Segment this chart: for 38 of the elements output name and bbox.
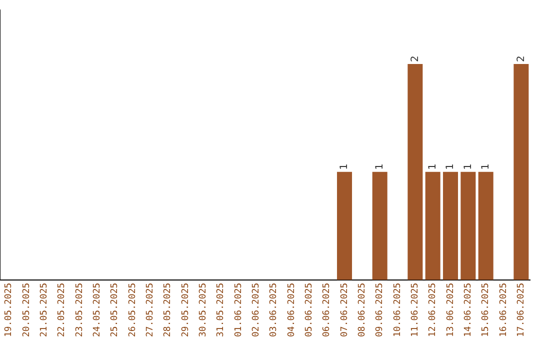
x-tick-label: 06.06.2025 [322,282,332,338]
x-tick-label: 11.06.2025 [410,282,421,338]
x-tick-label: 16.06.2025 [498,282,509,338]
x-tick-label: 24.05.2025 [92,282,103,338]
x-tick-label: 03.06.2025 [269,282,280,338]
data-label: 1 [427,164,438,170]
x-tick-label: 19.05.2025 [4,282,14,338]
x-tick-label: 07.06.2025 [340,282,350,338]
x-tick-label: 04.06.2025 [286,282,297,338]
x-tick-label: 10.06.2025 [392,282,403,338]
x-tick-label: 01.06.2025 [234,282,244,338]
x-tick-label: 30.05.2025 [198,282,209,338]
data-label: 1 [480,164,492,170]
x-tick-label: 15.06.2025 [481,282,492,338]
x-tick-label: 31.05.2025 [216,282,226,338]
data-label: 1 [374,164,386,170]
x-tick-label: 29.05.2025 [180,282,191,338]
data-label: 1 [445,164,456,170]
data-label: 2 [410,56,421,62]
x-tick-label: 09.06.2025 [375,282,386,338]
x-tick-label: 05.06.2025 [304,282,315,338]
data-label: 1 [339,164,350,170]
x-tick-label: 22.05.2025 [57,282,68,338]
x-tick-label: 17.06.2025 [516,282,527,338]
x-tick-label: 02.06.2025 [252,282,262,338]
x-tick-label: 21.05.2025 [40,282,50,338]
x-tick-label: 23.05.2025 [74,282,85,338]
x-tick-label: 27.05.2025 [146,282,156,338]
data-label: 1 [462,164,474,170]
x-tick-label: 25.05.2025 [110,282,120,338]
x-tick-label: 13.06.2025 [446,282,456,338]
x-tick-label: 20.05.2025 [22,282,32,338]
x-tick-label: 12.06.2025 [428,282,438,338]
x-tick-label: 14.06.2025 [464,282,474,338]
data-label: 2 [516,56,527,62]
x-tick-label: 26.05.2025 [128,282,138,338]
x-tick-label: 08.06.2025 [358,282,368,338]
x-tick-label: 28.05.2025 [163,282,174,338]
